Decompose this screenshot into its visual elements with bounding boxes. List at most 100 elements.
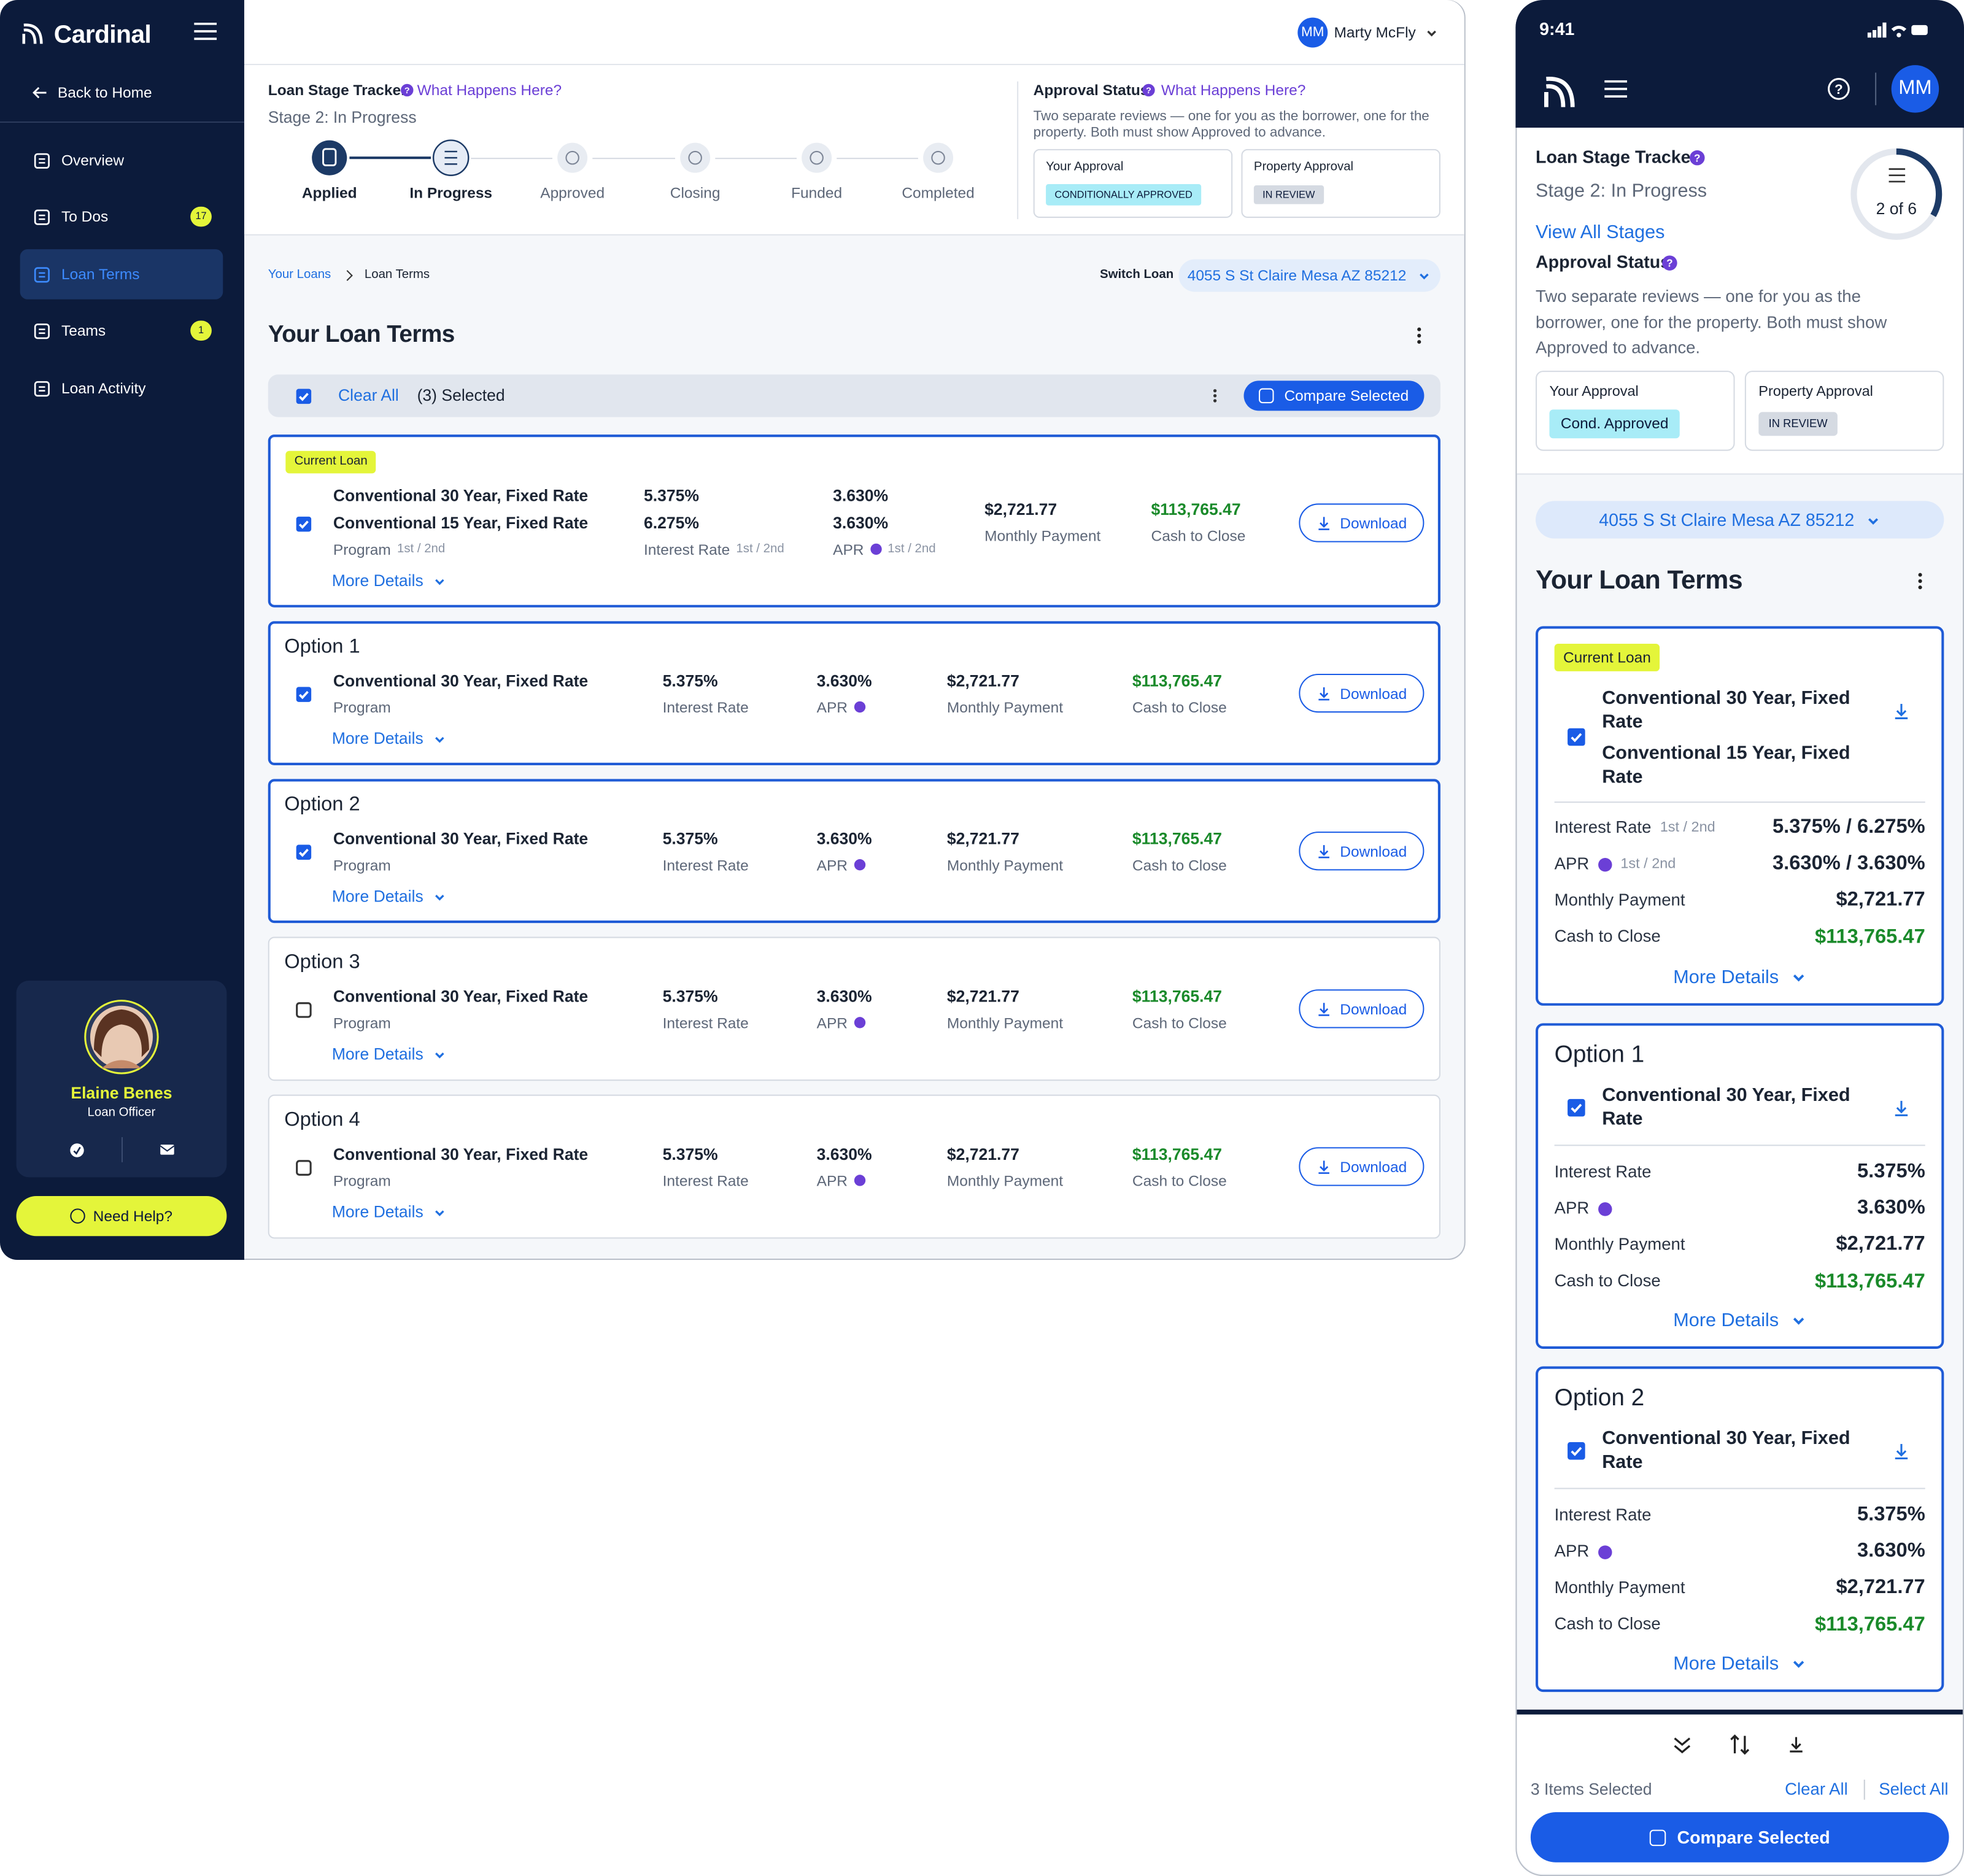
page-menu[interactable]: [1417, 327, 1421, 345]
checkbox[interactable]: [1566, 1098, 1585, 1117]
page-menu[interactable]: [1917, 573, 1922, 590]
icon-part: [69, 1143, 83, 1157]
download-icon[interactable]: [1893, 701, 1911, 720]
compare-button[interactable]: Compare Selected: [1530, 1812, 1949, 1862]
more-details[interactable]: More Details: [1542, 1307, 1938, 1334]
icon-part: [298, 392, 308, 401]
interest-rate: 5.375%: [643, 485, 699, 505]
nav-badge: 1: [190, 320, 212, 341]
more-details[interactable]: More Details: [332, 886, 446, 908]
more-details[interactable]: More Details: [1542, 963, 1938, 990]
icon-part: [565, 150, 579, 165]
icon-part: [38, 385, 45, 391]
breadcrumb-link[interactable]: Your Loans: [268, 268, 331, 282]
back-link[interactable]: Back to Home: [57, 83, 152, 101]
user-avatar[interactable]: MM: [1297, 17, 1328, 48]
download-button[interactable]: Download: [1299, 989, 1425, 1029]
download-button[interactable]: Download: [1299, 503, 1425, 542]
icon-part: [160, 1145, 174, 1155]
more-details[interactable]: More Details: [332, 1201, 446, 1224]
approval-help-link[interactable]: What Happens Here?: [1161, 80, 1306, 99]
more-details-label: More Details: [331, 886, 423, 906]
collapse-icon[interactable]: [1672, 1735, 1692, 1755]
more-details[interactable]: More Details: [1542, 1650, 1938, 1677]
user-menu-chevron[interactable]: [1425, 26, 1437, 39]
approval-status: IN REVIEW: [1253, 185, 1324, 204]
download-all-icon[interactable]: [1787, 1735, 1805, 1755]
select-all[interactable]: Select All: [1879, 1779, 1949, 1798]
icon-part: [1828, 78, 1850, 100]
approval-card: [1241, 149, 1440, 218]
field-label: Cash to Close: [1132, 1172, 1227, 1189]
checkbox[interactable]: [295, 1159, 312, 1176]
checkbox[interactable]: [295, 388, 312, 404]
toolbar-menu[interactable]: [1213, 388, 1218, 403]
mobile-help[interactable]: ?: [1828, 78, 1850, 101]
download-button[interactable]: Download: [1299, 832, 1425, 871]
icon-part: [1730, 1734, 1750, 1755]
label-text: APR: [1554, 1198, 1590, 1218]
checkbox[interactable]: [1566, 1441, 1585, 1460]
icon-part: [194, 22, 217, 41]
more-details[interactable]: More Details: [332, 569, 446, 592]
nav-item[interactable]: To Dos: [61, 207, 109, 225]
download-button[interactable]: Download: [1299, 673, 1425, 713]
officer-name: Elaine Benes: [71, 1083, 172, 1102]
field-label: APR: [1555, 1540, 1612, 1564]
nav-icon: [33, 380, 50, 396]
more-details-label: More Details: [331, 571, 423, 590]
split-label: 1st / 2nd: [887, 541, 936, 556]
nav-item[interactable]: Overview: [61, 151, 125, 169]
info-icon: [1598, 1202, 1612, 1216]
icon-part: [1895, 1443, 1908, 1459]
icon-part: [1895, 1100, 1908, 1116]
apr: 3.630%: [1857, 1197, 1925, 1219]
nav-item[interactable]: Teams: [61, 321, 106, 339]
icon-part: [1318, 517, 1329, 530]
checkbox[interactable]: [295, 843, 312, 860]
icon-part: [1318, 845, 1329, 859]
call-icon[interactable]: [69, 1143, 83, 1157]
icon-part: [1867, 22, 1928, 38]
field-label: APR: [817, 1013, 865, 1033]
more-details[interactable]: More Details: [332, 727, 446, 750]
address-select[interactable]: 4055 S St Claire Mesa AZ 85212: [1178, 259, 1440, 292]
clear-all[interactable]: Clear All: [1785, 1779, 1848, 1798]
approval-desc: Two separate reviews — one for you as th…: [1536, 287, 1887, 357]
icon-part: [1318, 687, 1329, 701]
monthly-payment: $2,721.77: [1836, 889, 1925, 911]
tracker-help-link[interactable]: What Happens Here?: [417, 80, 562, 99]
approval-status: IN REVIEW: [1758, 412, 1838, 436]
loan-card: [1536, 1366, 1944, 1693]
checkbox[interactable]: [295, 685, 312, 702]
view-all-stages[interactable]: View All Stages: [1536, 221, 1665, 242]
clear-all[interactable]: Clear All: [338, 385, 399, 404]
items-selected: 3 Items Selected: [1530, 1779, 1652, 1799]
mobile-avatar[interactable]: MM: [1891, 65, 1939, 113]
label-text: Monthly Payment: [1554, 1578, 1685, 1597]
option-title: Option 1: [1554, 1041, 1645, 1068]
menu-button[interactable]: [194, 22, 217, 41]
nav-item[interactable]: Loan Activity: [61, 379, 146, 397]
download-button[interactable]: Download: [1299, 1147, 1425, 1186]
user-name[interactable]: Marty McFly: [1334, 23, 1416, 41]
mail-icon[interactable]: [159, 1145, 174, 1155]
need-help-button[interactable]: Need Help?: [16, 1195, 227, 1237]
nav-item[interactable]: Loan Terms: [61, 264, 140, 283]
checkbox[interactable]: [295, 515, 312, 532]
more-details[interactable]: More Details: [332, 1043, 446, 1066]
checkbox[interactable]: [1566, 727, 1585, 746]
approval-label: Your Approval: [1046, 160, 1124, 174]
field-label: Monthly Payment: [1555, 1233, 1685, 1257]
compare-button[interactable]: Compare Selected: [1243, 380, 1425, 411]
compare-icon[interactable]: [1728, 1733, 1751, 1756]
label-text: APR: [1554, 1541, 1590, 1561]
monthly-payment: $2,721.77: [1836, 1234, 1925, 1256]
address-select[interactable]: 4055 S St Claire Mesa AZ 85212: [1536, 501, 1944, 539]
checkbox[interactable]: [295, 1002, 312, 1018]
menu-button[interactable]: [1604, 80, 1628, 98]
icon-part: [295, 844, 311, 859]
download-icon[interactable]: [1893, 1098, 1911, 1117]
label-text: Interest Rate: [1554, 1505, 1652, 1524]
download-icon[interactable]: [1893, 1441, 1911, 1460]
